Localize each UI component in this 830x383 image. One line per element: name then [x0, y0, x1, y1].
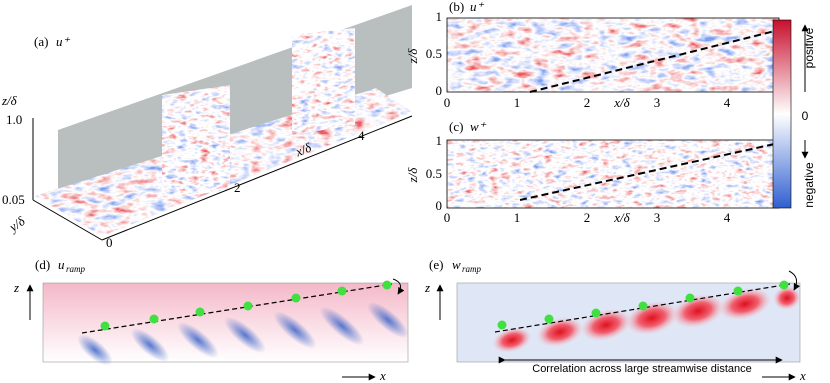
dot — [638, 301, 648, 311]
y-tick: 1 — [436, 9, 443, 24]
x-label: x/δ — [613, 95, 630, 110]
dot — [149, 314, 159, 324]
x-tick: 2 — [234, 180, 241, 195]
x-axis — [101, 115, 413, 241]
streak — [367, 301, 409, 339]
field — [447, 18, 779, 92]
colorbar-scale — [772, 19, 792, 209]
streak — [130, 328, 170, 362]
dot — [591, 308, 601, 318]
blob — [580, 309, 632, 341]
dots — [497, 280, 789, 330]
z-label: z — [13, 280, 19, 295]
annotation: Correlation across large streamwise dist… — [532, 363, 751, 375]
ramp-line — [529, 29, 780, 93]
z-label: z — [424, 280, 430, 295]
y-tick: 1 — [436, 133, 443, 148]
rotation-arrow — [392, 278, 405, 295]
blob — [625, 301, 679, 335]
panel-symbol: w — [452, 257, 461, 272]
streak — [177, 321, 219, 359]
ramp-line — [519, 142, 780, 201]
panel-symbol: u⁺ — [56, 34, 71, 49]
y-label: y/δ — [5, 213, 29, 236]
streak — [224, 316, 266, 354]
dot — [243, 301, 253, 311]
x-tick: 3 — [654, 210, 661, 225]
panel-symbol: u — [58, 257, 65, 272]
dots — [100, 280, 392, 331]
dot — [779, 280, 789, 290]
streak — [319, 306, 365, 346]
x-label: x — [379, 368, 386, 383]
x-tick: 0 — [444, 210, 451, 225]
blob — [492, 327, 532, 353]
colorbar-middle: 0 — [802, 109, 809, 123]
x-label: x/δ — [292, 139, 314, 159]
panel-subscript: ramp — [66, 264, 86, 274]
y-label: z/δ — [405, 48, 420, 65]
slab-2 — [292, 28, 355, 135]
field — [447, 140, 779, 208]
x-tick: 0 — [106, 235, 113, 250]
z-label: z/δ — [1, 93, 18, 108]
panel-e: Correlation across large streamwise dist… — [424, 257, 806, 383]
panel-d: (d) u ramp z x — [13, 257, 409, 383]
panel-label: (c) — [449, 119, 463, 134]
dot — [382, 280, 392, 290]
x-label: x/δ — [613, 210, 630, 225]
colorbar-bottom: negative — [802, 162, 816, 208]
x-tick: 4 — [724, 210, 731, 225]
colorbar-top: positive — [802, 27, 816, 68]
blob — [718, 287, 772, 321]
dot — [733, 286, 743, 296]
panel-label: (a) — [34, 34, 48, 49]
panel-b: (b) u⁺ z/δ 0 0.5 1 0 1 2 3 4 x/δ — [405, 0, 780, 110]
x-tick: 2 — [584, 210, 591, 225]
blob — [773, 285, 801, 311]
streak — [273, 311, 317, 349]
blob — [536, 317, 584, 347]
dot — [544, 314, 554, 324]
streaks — [77, 301, 409, 366]
dot — [337, 286, 347, 296]
panel-subscript: ramp — [462, 264, 482, 274]
dot — [100, 321, 110, 331]
x-tick: 0 — [444, 95, 451, 110]
y-tick: 0 — [436, 83, 443, 98]
panel-label: (b) — [449, 0, 464, 14]
x-tick: 3 — [654, 95, 661, 110]
x-tick: 2 — [584, 95, 591, 110]
blob — [671, 294, 725, 328]
panel-a: (a) u⁺ z/δ 1.0 0.05 y/δ x/δ 0 2 4 — [1, 5, 413, 250]
y-tick: 0 — [436, 198, 443, 213]
panel-symbol: u⁺ — [470, 0, 485, 14]
dot — [291, 293, 301, 303]
panel-label: (d) — [35, 257, 50, 272]
y-tick: 0.5 — [426, 166, 442, 181]
y-axis — [32, 199, 103, 241]
dot — [685, 293, 695, 303]
z-tick: 1.0 — [6, 112, 22, 127]
panel-label: (e) — [429, 257, 443, 272]
dot — [195, 307, 205, 317]
x-tick: 4 — [724, 95, 731, 110]
ramp-line — [81, 283, 393, 334]
rotation-arrow — [788, 270, 801, 291]
x-tick: 1 — [514, 95, 521, 110]
dot — [497, 320, 507, 330]
colorbar: positive 0 negative — [772, 19, 816, 209]
slab-1 — [162, 85, 230, 200]
y-label: z/δ — [405, 167, 420, 184]
panel-c: (c) w⁺ z/δ 0 0.5 1 0 1 2 3 4 x/δ — [405, 119, 780, 225]
x-tick: 4 — [358, 128, 365, 143]
z-tick: 0.05 — [2, 192, 25, 207]
streak — [77, 334, 113, 366]
panel-symbol: w⁺ — [470, 119, 487, 134]
y-tick: 0.5 — [426, 46, 442, 61]
x-tick: 1 — [514, 210, 521, 225]
x-label: x — [799, 368, 806, 383]
